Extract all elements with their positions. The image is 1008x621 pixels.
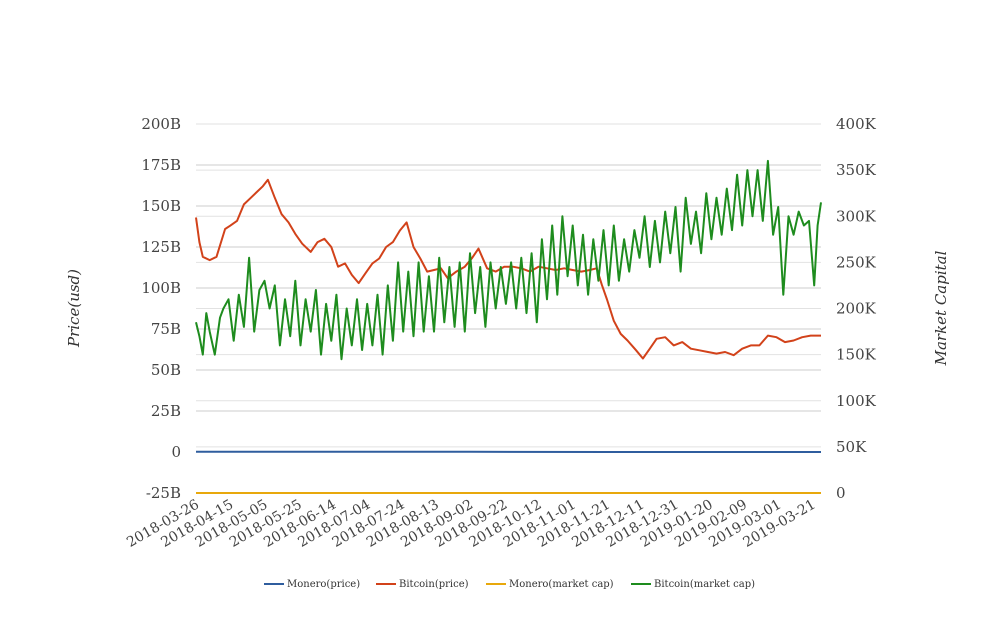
gridlines bbox=[196, 124, 821, 493]
series-lines bbox=[196, 161, 821, 493]
left-axis-tick-label: 175B bbox=[141, 156, 181, 174]
right-axis-ticks: 0 50K 100K 150K 200K 250K 300K 350K 400K bbox=[836, 115, 877, 502]
right-axis-tick-label: 250K bbox=[836, 253, 877, 271]
legend: Monero(price) Bitcoin(price) Monero(market… bbox=[264, 579, 755, 590]
right-axis-tick-label: 300K bbox=[836, 207, 877, 225]
right-axis-tick-label: 0 bbox=[836, 484, 846, 502]
left-axis-tick-label: 125B bbox=[141, 238, 181, 256]
right-axis-tick-label: 100K bbox=[836, 392, 877, 410]
left-axis-tick-label: 25B bbox=[151, 402, 181, 420]
x-axis-ticks: 2018-03-262018-04-152018-05-052018-05-25… bbox=[124, 497, 818, 551]
left-axis-tick-label: 0 bbox=[171, 443, 181, 461]
left-axis-tick-label: 75B bbox=[151, 320, 181, 338]
right-axis-tick-label: 50K bbox=[836, 438, 867, 456]
left-axis-tick-label: 50B bbox=[151, 361, 181, 379]
left-axis-tick-label: -25B bbox=[146, 484, 181, 502]
left-axis-ticks: -25B 0 25B 50B 75B 100B 125B 150B 175B 200B bbox=[141, 115, 181, 502]
left-axis-tick-label: 150B bbox=[141, 197, 181, 215]
left-axis-tick-label: 200B bbox=[141, 115, 181, 133]
right-axis-tick-label: 150K bbox=[836, 346, 877, 364]
legend-item-label: Bitcoin(price) bbox=[399, 579, 469, 590]
left-axis-title: Price(usd) bbox=[65, 269, 83, 348]
legend-item-label: Monero(price) bbox=[287, 579, 360, 590]
right-axis-tick-label: 400K bbox=[836, 115, 877, 133]
legend-item-label: Bitcoin(market cap) bbox=[654, 579, 755, 590]
right-axis-title: Market Capital bbox=[932, 250, 950, 366]
right-axis-tick-label: 350K bbox=[836, 161, 877, 179]
legend-item-label: Monero(market cap) bbox=[509, 579, 614, 590]
left-axis-tick-label: 100B bbox=[141, 279, 181, 297]
right-axis-tick-label: 200K bbox=[836, 300, 877, 318]
